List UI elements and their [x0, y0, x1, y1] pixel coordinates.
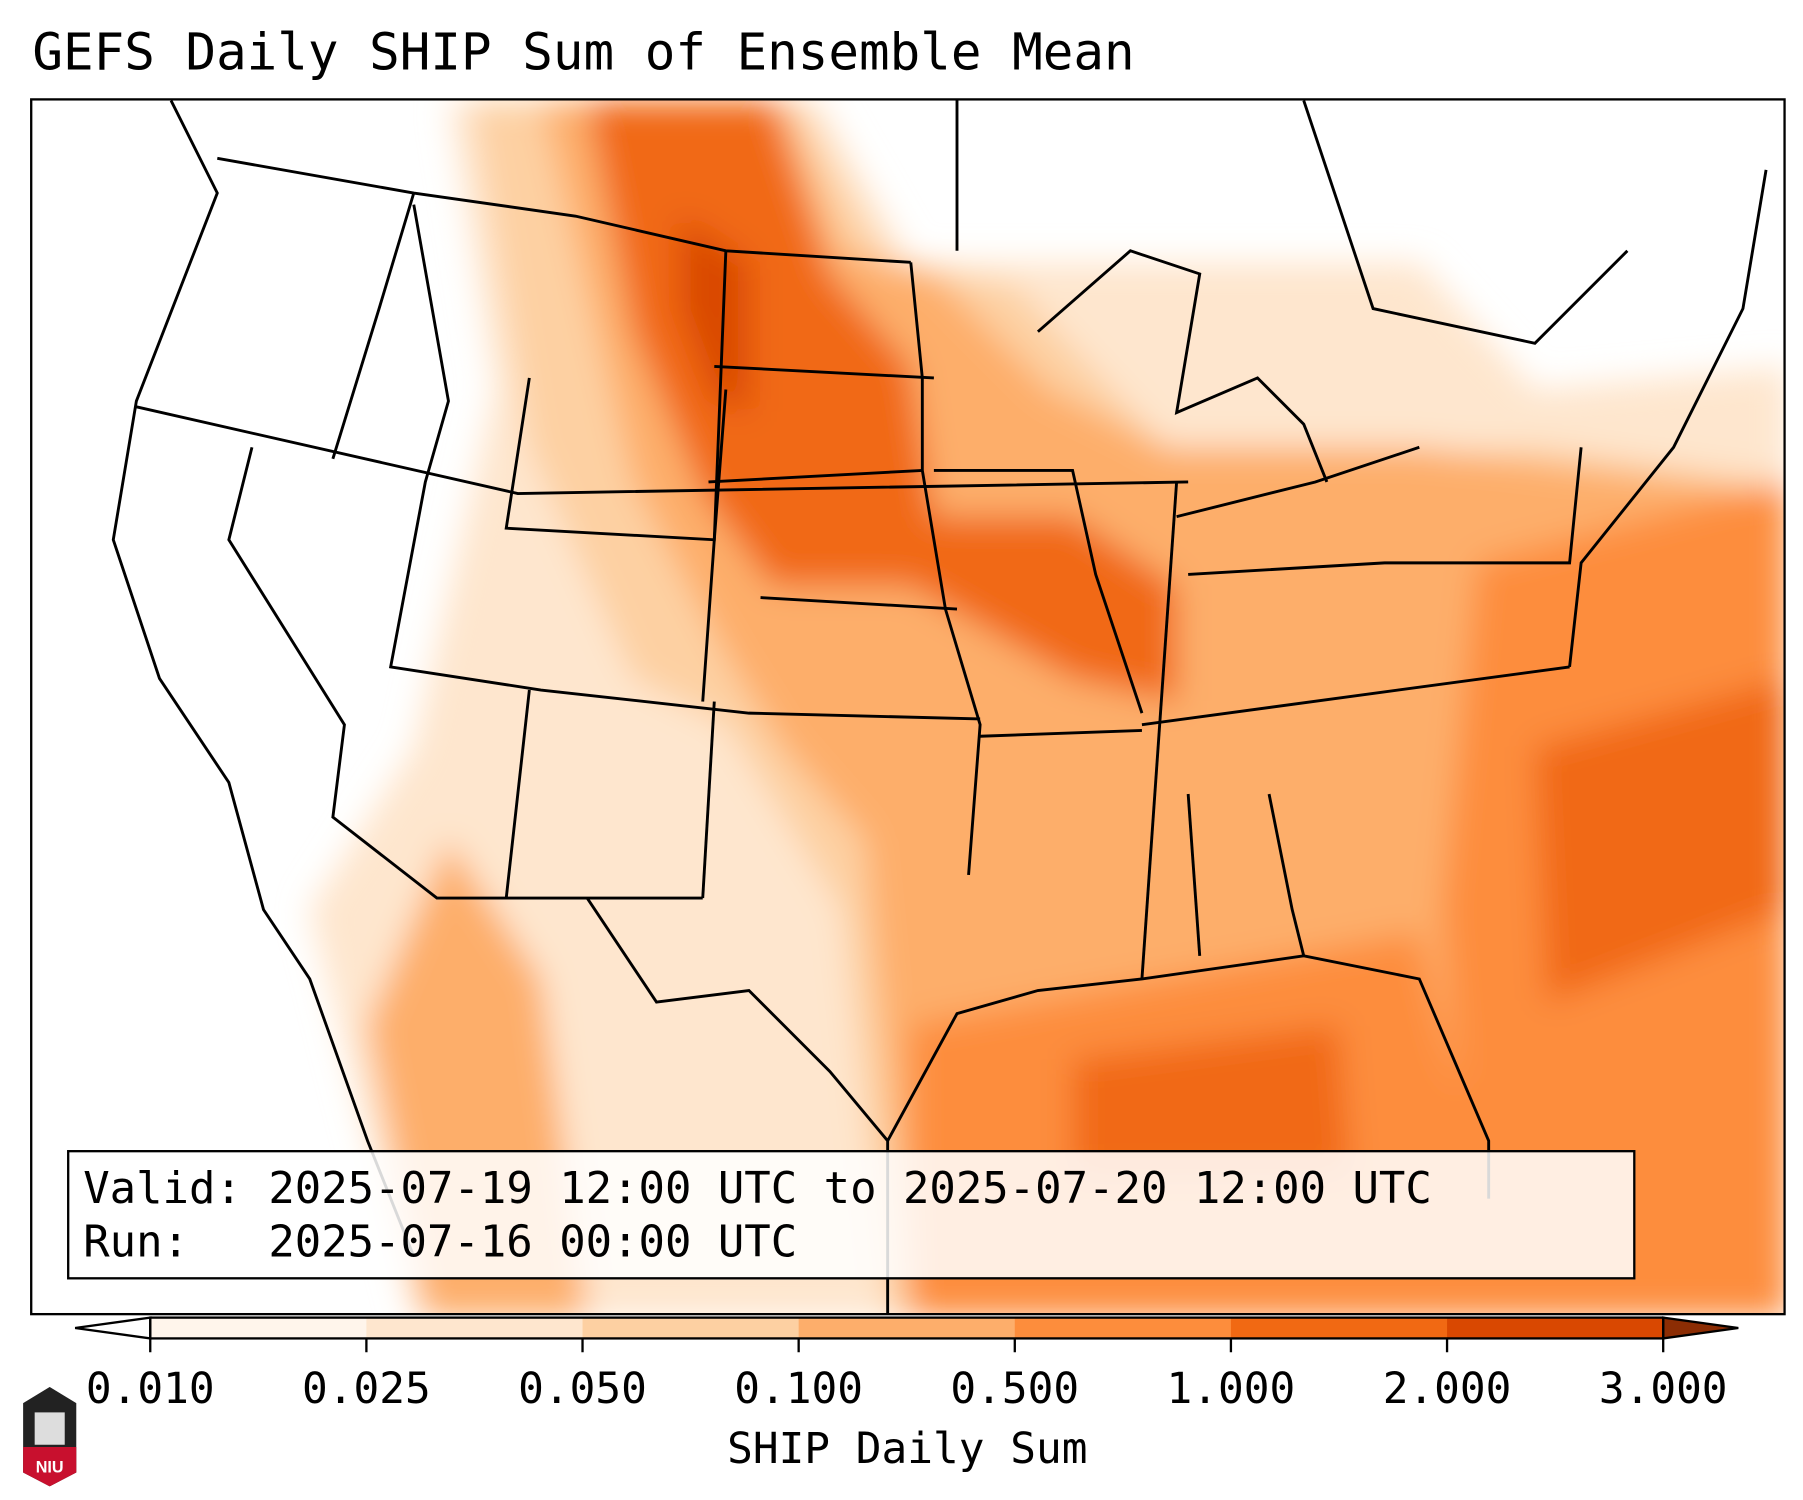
colorbar-label: SHIP Daily Sum [727, 1423, 1088, 1474]
colorbar-tick-label: 2.000 [1382, 1363, 1512, 1414]
colorbar-outline [149, 1316, 1665, 1340]
state-and-coast-boundaries [111, 100, 1768, 1313]
valid-time-range: 2025-07-19 12:00 UTC to 2025-07-20 12:00… [268, 1162, 1432, 1214]
map-title: GEFS Daily SHIP Sum of Ensemble Mean [32, 23, 1135, 83]
ship-shading [309, 100, 1784, 1313]
colorbar-segment [798, 1317, 1016, 1339]
colorbar-tick-label: 0.500 [950, 1363, 1080, 1414]
niu-logo: NIU [23, 1386, 77, 1487]
ship-field-map [111, 100, 1784, 1313]
colorbar-tick-label: 0.025 [302, 1363, 431, 1414]
colorbar-segment [1447, 1317, 1664, 1339]
colorbar-tick-label: 0.050 [518, 1363, 647, 1414]
run-time: 2025-07-16 00:00 UTC [268, 1215, 798, 1267]
colorbar-segment [150, 1317, 367, 1339]
colorbar-tick-label: 3.000 [1598, 1363, 1728, 1414]
colorbar-segment [1014, 1317, 1232, 1339]
colorbar-segment [366, 1317, 584, 1339]
run-label: Run: [83, 1215, 189, 1267]
colorbar-segment [1230, 1317, 1448, 1339]
colorbar-tick-label: 0.100 [734, 1363, 864, 1414]
svg-text:NIU: NIU [36, 1458, 64, 1476]
colorbar-tick-label: 1.000 [1166, 1363, 1296, 1414]
valid-run-info-box: Valid: 2025-07-19 12:00 UTC to 2025-07-2… [67, 1150, 1636, 1280]
colorbar [74, 1316, 1739, 1353]
colorbar-tick-label: 0.010 [85, 1363, 215, 1414]
valid-label: Valid: [83, 1162, 242, 1214]
colorbar-segment [582, 1317, 800, 1339]
map-panel [30, 98, 1786, 1316]
colorbar-under-triangle [74, 1316, 152, 1340]
colorbar-over-triangle [1662, 1316, 1739, 1340]
